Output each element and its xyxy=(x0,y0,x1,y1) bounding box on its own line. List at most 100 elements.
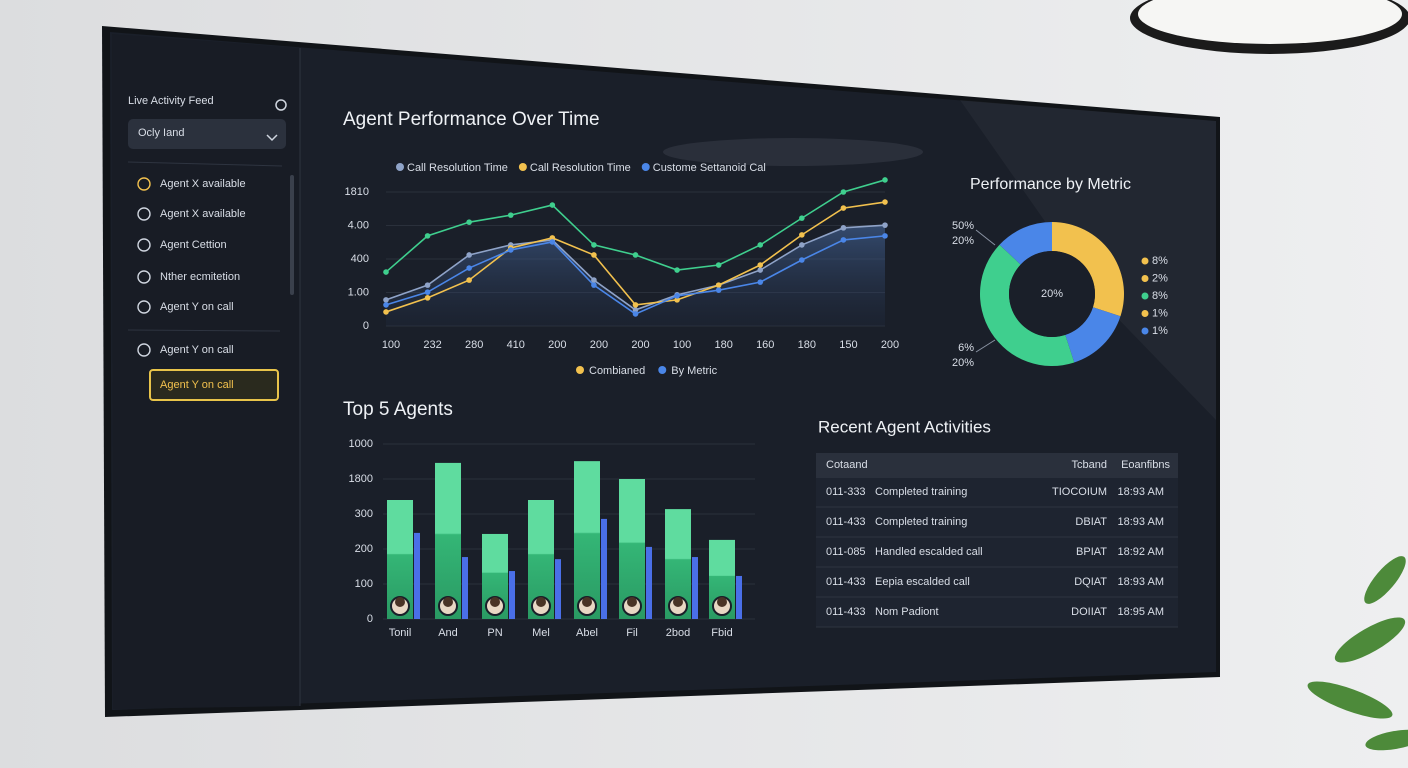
point xyxy=(549,235,556,241)
table-header-cell: Tcband xyxy=(1072,459,1107,471)
point xyxy=(799,257,805,263)
legend-dot xyxy=(518,163,527,171)
legend-label: Call Resolution Time xyxy=(530,162,631,174)
point xyxy=(632,252,639,258)
table-cell: DQIAT xyxy=(1074,576,1107,588)
lamp-light xyxy=(1138,0,1402,44)
selected-item[interactable] xyxy=(149,369,279,401)
table-cell: DBIAT xyxy=(1075,516,1107,528)
feed-item[interactable]: Agent X available xyxy=(160,178,246,190)
legend-dot xyxy=(1141,257,1149,265)
donut-hole xyxy=(1009,251,1095,337)
table-cell: 011-433 xyxy=(826,516,866,528)
point xyxy=(882,177,888,183)
x-tick-label: Abel xyxy=(576,627,598,639)
search-icon[interactable] xyxy=(275,99,287,111)
legend-dot xyxy=(1141,310,1149,317)
point xyxy=(383,269,389,275)
y-tick-label: 400 xyxy=(351,253,369,265)
dropdown[interactable] xyxy=(128,119,286,149)
bar xyxy=(736,575,742,619)
annotation: 20% xyxy=(952,235,974,247)
point xyxy=(757,279,764,285)
avatar-hair xyxy=(490,597,500,607)
point xyxy=(840,237,847,243)
feed-item[interactable]: Agent X available xyxy=(160,208,246,220)
point xyxy=(840,205,847,211)
annotation: 6% xyxy=(958,342,974,354)
bar xyxy=(555,559,561,619)
item-icon xyxy=(137,343,151,357)
point xyxy=(591,282,597,288)
legend-dot xyxy=(1141,327,1149,335)
table-cell: DOIIAT xyxy=(1071,606,1107,618)
avatar-hair xyxy=(627,597,637,607)
bar xyxy=(692,557,698,619)
point xyxy=(424,233,431,239)
y-tick-label: 200 xyxy=(355,543,373,555)
point xyxy=(882,199,888,205)
x-tick-label: Fil xyxy=(626,627,638,639)
point xyxy=(507,212,514,218)
bar xyxy=(619,479,645,619)
scrollbar[interactable] xyxy=(290,175,294,295)
x-tick-label: Mel xyxy=(532,627,550,639)
annotation: 50% xyxy=(952,220,974,232)
x-tick-label: 280 xyxy=(465,339,483,351)
avatar-hair xyxy=(582,597,592,607)
legend-dot xyxy=(1141,275,1149,282)
donut-segment xyxy=(980,244,1075,367)
x-tick-label: 180 xyxy=(798,339,816,351)
glare xyxy=(663,138,923,166)
x-tick-label: 200 xyxy=(548,339,566,351)
annotation: 1% xyxy=(1152,307,1168,319)
x-tick-label: Fbid xyxy=(711,627,732,639)
table-title: Recent Agent Activities xyxy=(818,417,991,436)
point xyxy=(799,242,805,248)
point xyxy=(674,267,680,273)
x-tick-label: 200 xyxy=(631,339,649,351)
y-tick-label: 0 xyxy=(367,613,373,625)
point xyxy=(715,282,722,288)
sidebar-title: Live Activity Feed xyxy=(128,95,214,107)
table-cell: 011-433 xyxy=(826,576,866,588)
selected-label: Agent Y on call xyxy=(160,379,234,391)
table-cell: 011-085 xyxy=(826,546,866,558)
y-tick-label: 1800 xyxy=(349,473,373,485)
point xyxy=(383,309,389,315)
x-tick-label: 180 xyxy=(714,339,732,351)
x-tick-label: 150 xyxy=(839,339,857,351)
feed-item[interactable]: Agent Y on call xyxy=(160,344,234,356)
dropdown-label: Ocly Iand xyxy=(138,127,184,139)
x-tick-label: 2bod xyxy=(666,627,690,639)
donut-segment xyxy=(1065,307,1121,363)
point xyxy=(757,267,764,273)
x-tick-label: And xyxy=(438,627,458,639)
table-cell: Nom Padiont xyxy=(875,606,939,618)
point xyxy=(674,293,680,299)
point xyxy=(466,219,472,225)
point xyxy=(466,277,472,283)
annotation: 1% xyxy=(1152,325,1168,337)
feed-item[interactable]: Nther ecmitetion xyxy=(160,271,240,283)
table-cell: 18:93 AM xyxy=(1118,486,1164,498)
point xyxy=(799,215,805,221)
feed-item[interactable]: Agent Cettion xyxy=(160,239,227,251)
legend-dot xyxy=(576,366,584,374)
bar xyxy=(574,461,600,619)
avatar-hair xyxy=(395,597,405,607)
table-cell: BPIAT xyxy=(1076,546,1107,558)
point xyxy=(632,311,639,317)
feed-item[interactable]: Agent Y on call xyxy=(160,301,234,313)
point xyxy=(882,233,888,239)
y-tick-label: 1.00 xyxy=(348,286,369,298)
table-cell: 18:95 AM xyxy=(1118,606,1164,618)
point xyxy=(840,189,847,195)
x-tick-label: 200 xyxy=(590,339,608,351)
point xyxy=(549,239,556,245)
point xyxy=(591,277,597,283)
y-tick-label: 1000 xyxy=(349,438,373,450)
table-header-cell: Eoanfibns xyxy=(1121,459,1170,471)
